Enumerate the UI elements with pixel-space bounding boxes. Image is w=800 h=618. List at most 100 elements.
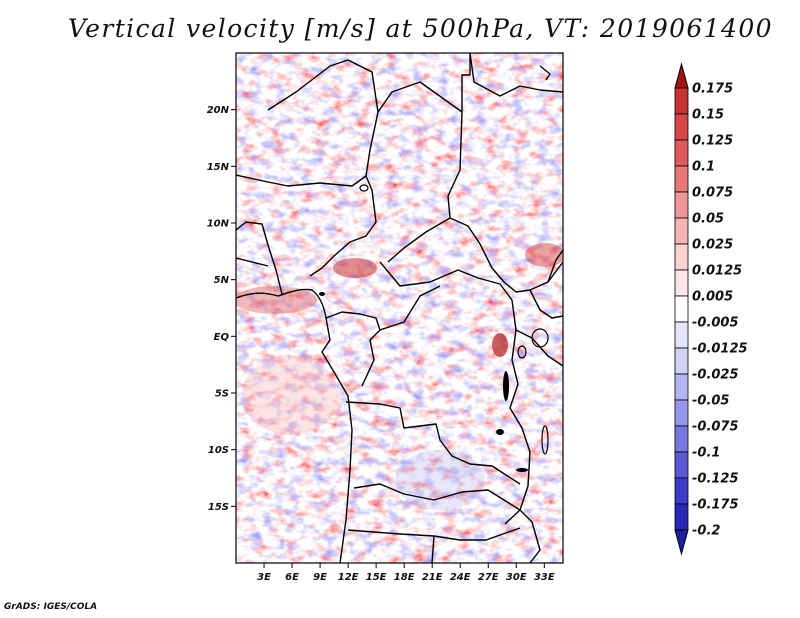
lake-victoria — [531, 328, 549, 348]
west-coast — [321, 317, 353, 563]
colorbar-swatch — [674, 321, 689, 349]
lake-chad — [359, 184, 369, 192]
lon-tick-label: 6E — [285, 572, 299, 583]
drc-east — [504, 299, 531, 525]
lat-tick-label: 20N — [207, 105, 230, 116]
lon-tick-label: 3E — [257, 572, 271, 583]
weak-ascent-atlantic — [242, 355, 338, 435]
credit-label: GrADS: IGES/COLA — [4, 602, 98, 612]
lakes — [319, 184, 549, 472]
updraft-rift — [492, 333, 508, 357]
benin-border — [236, 221, 283, 295]
lat-tick-label: 10N — [207, 219, 230, 230]
colorbar-swatch — [674, 503, 689, 531]
colorbar-label: 0.05 — [692, 212, 724, 227]
updraft-gulf-guinea — [236, 286, 317, 314]
lat-tick-label: 15N — [207, 162, 230, 173]
egypt-border — [461, 53, 471, 112]
gulf-guinea-coast — [236, 288, 327, 319]
velocity-field — [236, 53, 563, 563]
colorbar-swatch — [674, 191, 689, 219]
libya-border — [267, 59, 379, 113]
colorbar-swatch — [674, 425, 689, 453]
sudan-border — [449, 217, 563, 293]
lat-tick-label: EQ — [214, 332, 230, 343]
lon-tick-label: 27E — [478, 572, 499, 583]
colorbar-label: -0.0125 — [692, 342, 748, 357]
colorbar-label: -0.005 — [692, 316, 739, 331]
colorbar-swatch — [674, 347, 689, 375]
colorbar-label: 0.0125 — [692, 264, 742, 279]
colorbar-label: -0.075 — [692, 420, 739, 435]
colorbar: 0.175 0.15 0.125 0.1 0.075 0.05 0.025 0.0125 0.0… — [674, 62, 748, 556]
lon-tick-label: 9E — [313, 572, 327, 583]
botswana-border — [431, 535, 435, 563]
lat-tick-label: 15S — [208, 502, 229, 513]
colorbar-label: 0.075 — [692, 186, 733, 201]
colorbar-label: -0.2 — [692, 524, 720, 539]
colorbar-label: 0.1 — [692, 160, 715, 175]
lon-tick-label: 30E — [506, 572, 527, 583]
map-frame — [235, 52, 564, 564]
colorbar-swatch — [674, 165, 689, 193]
lake-victoria-west — [517, 345, 527, 359]
namibia-border — [347, 527, 521, 541]
colorbar-label: 0.025 — [692, 238, 733, 253]
colorbar-swatch — [674, 113, 689, 141]
colorbar-swatch — [674, 373, 689, 401]
colorbar-swatch — [674, 243, 689, 271]
colorbar-top-arrow — [674, 62, 689, 89]
congo-border — [325, 311, 381, 387]
velocity-features — [236, 243, 563, 510]
colorbar-swatch — [674, 295, 689, 323]
colorbar-label: 0.175 — [692, 82, 733, 97]
chad-border — [365, 81, 463, 263]
lake-mweru — [496, 429, 504, 435]
weak-descent-south — [395, 450, 485, 510]
updraft-ethiopia — [525, 243, 563, 267]
colorbar-swatch — [674, 451, 689, 479]
lake-tanganyika — [503, 371, 509, 401]
lat-tick-label: 5N — [214, 275, 230, 286]
chart-title: Vertical velocity [m/s] at 500hPa, VT: 2… — [68, 14, 773, 43]
lake-kariba — [516, 468, 528, 472]
car-border — [379, 261, 513, 301]
lat-tick-label: 5S — [215, 389, 229, 400]
latitude-axis: 20N 15N 10N 5N EQ 5S 10S 15S — [207, 105, 236, 513]
lon-tick-label: 18E — [394, 572, 415, 583]
map-panel — [235, 52, 564, 564]
coastal-lagoon — [319, 292, 325, 296]
lon-tick-label: 15E — [366, 572, 387, 583]
lon-tick-label: 21E — [422, 572, 443, 583]
colorbar-swatch — [674, 399, 689, 427]
red-sea-coast — [539, 65, 551, 81]
colorbar-label: 0.005 — [692, 290, 733, 305]
colorbar-label: -0.025 — [692, 368, 739, 383]
zambia-border — [353, 483, 521, 511]
country-borders — [236, 53, 563, 563]
lon-tick-label: 12E — [338, 572, 359, 583]
lat-tick-label: 10S — [208, 445, 229, 456]
colorbar-swatch — [674, 269, 689, 297]
colorbar-label: -0.125 — [692, 472, 739, 487]
longitude-axis: 3E 6E 9E 12E 15E 18E 21E 24E 27E 30E 33E — [257, 563, 555, 583]
colorbar-label: -0.1 — [692, 446, 720, 461]
niger-border — [236, 174, 377, 277]
lake-malawi — [541, 425, 549, 455]
colorbar-swatch — [674, 139, 689, 167]
colorbar-swatch — [674, 87, 689, 115]
colorbar-label: -0.05 — [692, 394, 729, 409]
angola-border — [345, 401, 521, 485]
lon-tick-label: 24E — [450, 572, 471, 583]
colorbar-label: -0.175 — [692, 498, 739, 513]
lon-tick-label: 33E — [534, 572, 555, 583]
colorbar-label: 0.15 — [692, 108, 724, 123]
mozambique-border — [519, 509, 541, 563]
colorbar-swatch — [674, 217, 689, 245]
nigeria-coast-border — [236, 257, 269, 267]
colorbar-swatch — [674, 477, 689, 505]
ethiopia-border — [547, 249, 563, 283]
colorbar-label: 0.125 — [692, 134, 733, 149]
red-sea-border — [469, 53, 563, 97]
